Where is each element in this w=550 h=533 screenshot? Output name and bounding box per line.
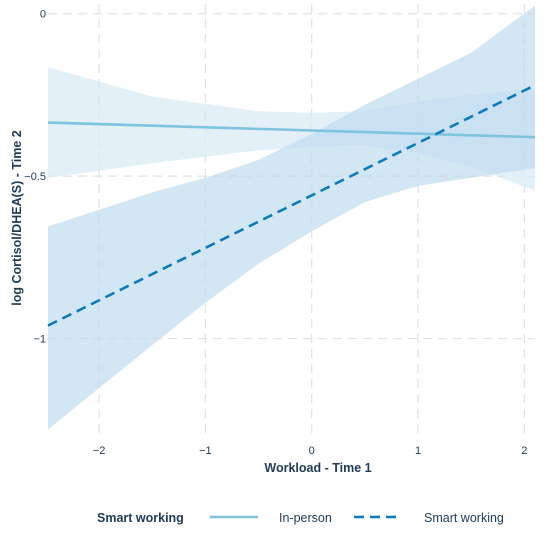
confidence-band-smart-working [48,5,535,430]
y-tick-label: 0 [40,9,46,21]
legend-title: Smart working [97,511,184,525]
series-line-smart-working [47,84,536,327]
x-tick-label: −2 [93,445,106,457]
y-tick-label: −1 [33,334,46,346]
y-axis: 0 −0.5 −1 [24,9,46,346]
x-axis: −2 −1 0 1 2 [93,445,528,457]
y-axis-title: log Cortisol/DHEA(S) - Time 2 [10,130,24,306]
x-tick-label: 1 [415,445,421,457]
confidence-bands [48,5,535,430]
y-tick-label: −0.5 [24,171,46,183]
x-tick-label: −1 [199,445,212,457]
legend-label-in-person: In-person [279,511,332,525]
series-lines [47,84,536,327]
x-tick-label: 2 [521,445,527,457]
series-line-in-person [47,121,536,139]
x-tick-label: 0 [309,445,315,457]
x-axis-title: Workload - Time 1 [264,461,371,475]
legend: Smart working In-person Smart working [97,511,504,525]
legend-label-smart-working: Smart working [424,511,504,525]
